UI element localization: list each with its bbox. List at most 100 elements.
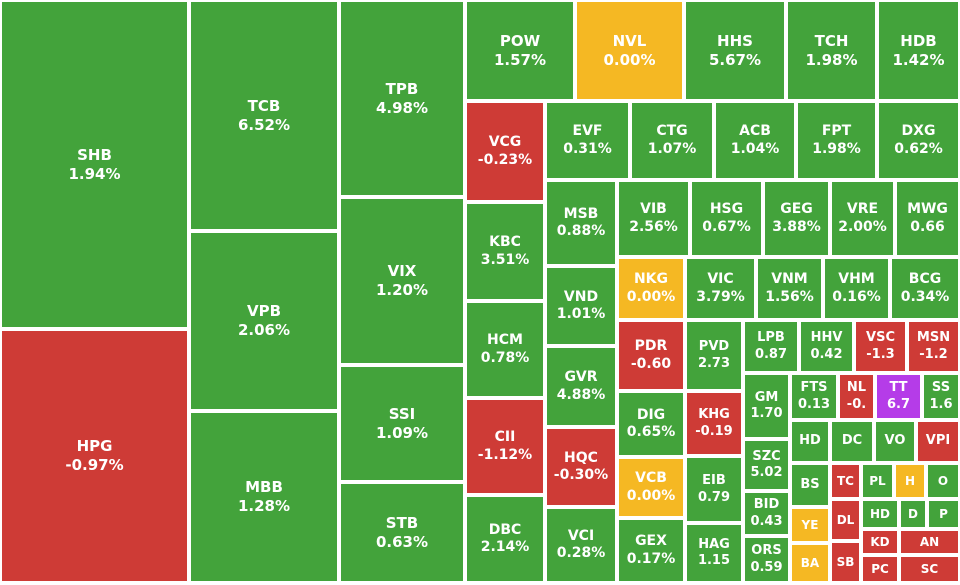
- tile-evf[interactable]: EVF 0.31%: [545, 101, 630, 180]
- tile-vci[interactable]: VCI 0.28%: [545, 507, 617, 583]
- tile-ticker: POW: [499, 31, 541, 50]
- tile-an[interactable]: AN: [899, 529, 960, 555]
- tile-kd[interactable]: KD: [861, 529, 899, 555]
- tile-hpg[interactable]: HPG -0.97%: [0, 329, 189, 583]
- tile-bs[interactable]: BS: [790, 463, 830, 507]
- tile-cii[interactable]: CII -1.12%: [465, 398, 545, 495]
- tile-ye[interactable]: YE: [790, 507, 830, 543]
- tile-ticker: VO: [884, 433, 906, 449]
- tile-change: 3.88%: [772, 218, 821, 235]
- tile-tt[interactable]: TT 6.7: [875, 373, 922, 420]
- tile-bcg[interactable]: BCG 0.34%: [890, 257, 960, 320]
- tile-gex[interactable]: GEX 0.17%: [617, 518, 685, 583]
- tile-hsg[interactable]: HSG 0.67%: [690, 180, 763, 257]
- tile-hqc[interactable]: HQC -0.30%: [545, 427, 617, 507]
- tile-pvd[interactable]: PVD 2.73: [685, 320, 743, 391]
- tile-ticker: KHG: [698, 407, 730, 423]
- tile-ssi[interactable]: SSI 1.09%: [339, 365, 465, 482]
- tile-vnd[interactable]: VND 1.01%: [545, 266, 617, 346]
- tile-ticker: ORS: [751, 543, 782, 559]
- tile-gm[interactable]: GM 1.70: [743, 373, 790, 439]
- tile-sc[interactable]: SC: [899, 555, 960, 583]
- tile-hhv[interactable]: HHV 0.42: [799, 320, 854, 373]
- tile-msn[interactable]: MSN -1.2: [907, 320, 960, 373]
- tile-change: 0.43: [750, 513, 783, 529]
- tile-ticker: CTG: [656, 123, 688, 139]
- tile-h[interactable]: H: [894, 463, 926, 499]
- tile-hhs[interactable]: HHS 5.67%: [684, 0, 786, 101]
- tile-hd[interactable]: HD: [861, 499, 899, 529]
- tile-vcg[interactable]: VCG -0.23%: [465, 101, 545, 202]
- tile-vre[interactable]: VRE 2.00%: [830, 180, 895, 257]
- tile-kbc[interactable]: KBC 3.51%: [465, 202, 545, 301]
- tile-pdr[interactable]: PDR -0.60: [617, 320, 685, 391]
- tile-dxg[interactable]: DXG 0.62%: [877, 101, 960, 180]
- tile-d[interactable]: D: [899, 499, 927, 529]
- tile-nkg[interactable]: NKG 0.00%: [617, 257, 685, 320]
- tile-tcb[interactable]: TCB 6.52%: [189, 0, 339, 231]
- tile-change: 1.20%: [375, 281, 429, 299]
- tile-ss[interactable]: SS 1.6: [922, 373, 960, 420]
- tile-pl[interactable]: PL: [861, 463, 894, 499]
- tile-ticker: GEX: [635, 533, 667, 549]
- tile-ors[interactable]: ORS 0.59: [743, 536, 790, 583]
- tile-vnm[interactable]: VNM 1.56%: [756, 257, 823, 320]
- tile-geg[interactable]: GEG 3.88%: [763, 180, 830, 257]
- tile-hag[interactable]: HAG 1.15: [685, 523, 743, 583]
- tile-gvr[interactable]: GVR 4.88%: [545, 346, 617, 427]
- tile-msb[interactable]: MSB 0.88%: [545, 180, 617, 266]
- tile-szc[interactable]: SZC 5.02: [743, 439, 790, 491]
- tile-pow[interactable]: POW 1.57%: [465, 0, 575, 101]
- tile-khg[interactable]: KHG -0.19: [685, 391, 743, 456]
- tile-hdb[interactable]: HDB 1.42%: [877, 0, 960, 101]
- tile-vix[interactable]: VIX 1.20%: [339, 197, 465, 365]
- tile-mwg[interactable]: MWG 0.66: [895, 180, 960, 257]
- tile-p[interactable]: P: [927, 499, 960, 529]
- tile-sb[interactable]: SB: [830, 541, 861, 583]
- tile-hcm[interactable]: HCM 0.78%: [465, 301, 545, 398]
- tile-dl[interactable]: DL: [830, 499, 861, 541]
- tile-ticker: PVD: [698, 339, 730, 355]
- tile-vcb[interactable]: VCB 0.00%: [617, 457, 685, 518]
- tile-dc[interactable]: DC: [830, 420, 874, 463]
- tile-change: 0.13: [797, 396, 831, 412]
- tile-ctg[interactable]: CTG 1.07%: [630, 101, 714, 180]
- tile-mbb[interactable]: MBB 1.28%: [189, 411, 339, 583]
- tile-acb[interactable]: ACB 1.04%: [714, 101, 796, 180]
- tile-vo[interactable]: VO: [874, 420, 916, 463]
- tile-ticker: GM: [754, 389, 779, 405]
- tile-pc[interactable]: PC: [861, 555, 899, 583]
- tile-tpb[interactable]: TPB 4.98%: [339, 0, 465, 197]
- tile-tch[interactable]: TCH 1.98%: [786, 0, 877, 101]
- tile-hd[interactable]: HD: [790, 420, 830, 463]
- tile-eib[interactable]: EIB 0.79: [685, 456, 743, 523]
- tile-change: -1.3: [866, 346, 895, 362]
- tile-vhm[interactable]: VHM 0.16%: [823, 257, 890, 320]
- tile-ticker: DXG: [901, 123, 936, 139]
- tile-vpb[interactable]: VPB 2.06%: [189, 231, 339, 411]
- tile-ba[interactable]: BA: [790, 543, 830, 583]
- tile-shb[interactable]: SHB 1.94%: [0, 0, 189, 329]
- tile-tc[interactable]: TC: [830, 463, 861, 499]
- tile-fts[interactable]: FTS 0.13: [790, 373, 838, 420]
- tile-o[interactable]: O: [926, 463, 960, 499]
- tile-ticker: DBC: [488, 521, 522, 538]
- tile-change: -0.60: [630, 355, 672, 372]
- tile-dig[interactable]: DIG 0.65%: [617, 391, 685, 457]
- tile-lpb[interactable]: LPB 0.87: [743, 320, 799, 373]
- tile-vic[interactable]: VIC 3.79%: [685, 257, 756, 320]
- tile-fpt[interactable]: FPT 1.98%: [796, 101, 877, 180]
- tile-ticker: KBC: [489, 234, 521, 250]
- tile-bid[interactable]: BID 0.43: [743, 491, 790, 536]
- tile-nl[interactable]: NL -0.: [838, 373, 875, 420]
- tile-ticker: HAG: [698, 536, 730, 552]
- tile-dbc[interactable]: DBC 2.14%: [465, 495, 545, 583]
- tile-nvl[interactable]: NVL 0.00%: [575, 0, 684, 101]
- tile-stb[interactable]: STB 0.63%: [339, 482, 465, 583]
- tile-vsc[interactable]: VSC -1.3: [854, 320, 907, 373]
- tile-vib[interactable]: VIB 2.56%: [617, 180, 690, 257]
- tile-change: 1.07%: [647, 140, 697, 157]
- tile-change: 1.09%: [375, 423, 429, 442]
- tile-vpi[interactable]: VPI: [916, 420, 960, 463]
- tile-change: 0.16%: [832, 288, 881, 305]
